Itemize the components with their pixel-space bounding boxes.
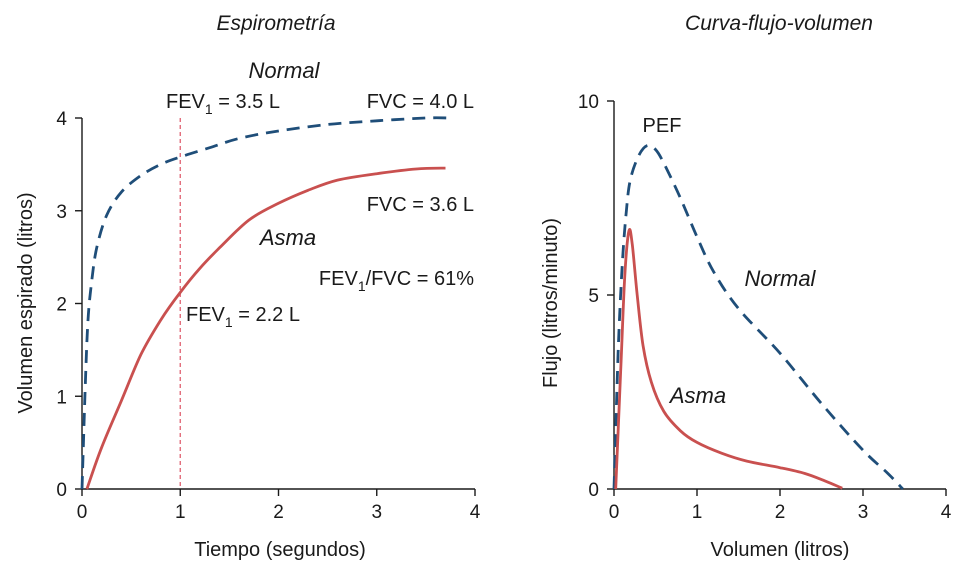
fev1-asma-annotation: FEV1 = 2.2 L: [186, 304, 300, 330]
y-axis-label: Flujo (litros/minuto): [540, 218, 562, 388]
normal-series-line: [80, 116, 451, 490]
ratio-annotation: FEV1/FVC = 61%: [319, 268, 474, 294]
x-tick-label: 4: [470, 502, 481, 523]
spirometry-chart: Espirometría 0 1 2 3 4 0 1 2 3 4 Tiempo (segundos…: [15, 12, 481, 561]
x-tick-label: 2: [775, 502, 786, 523]
y-tick-label: 5: [588, 286, 599, 307]
normal-series-label: Normal: [249, 58, 321, 83]
y-tick-label: 0: [56, 480, 67, 501]
asma-series-line: [85, 166, 446, 490]
y-tick-label: 1: [56, 387, 67, 408]
chart-title: Espirometría: [216, 12, 335, 35]
normal-series-line: [612, 143, 904, 490]
y-tick-label: 10: [578, 92, 599, 113]
fvc-normal-annotation: FVC = 4.0 L: [367, 91, 474, 113]
axes-group: 0 1 2 3 4 0 1 2 3 4: [56, 109, 480, 523]
series-group: [80, 116, 451, 490]
y-axis-label: Volumen espirado (litros): [15, 192, 37, 413]
chart-title: Curva-flujo-volumen: [685, 12, 873, 35]
x-tick-label: 1: [175, 502, 186, 523]
fev1-normal-annotation: FEV1 = 3.5 L: [166, 91, 280, 117]
x-axis-label: Tiempo (segundos): [194, 539, 366, 561]
y-tick-label: 2: [56, 295, 67, 316]
flow-volume-chart: Curva-flujo-volumen 0 1 2 3 4 0 5 10 Volumen (l…: [540, 12, 952, 561]
fvc-asma-annotation: FVC = 3.6 L: [367, 194, 474, 216]
y-tick-label: 0: [588, 480, 599, 501]
x-tick-label: 0: [609, 502, 620, 523]
y-tick-label: 3: [56, 202, 67, 223]
axes-group: 0 1 2 3 4 0 5 10: [578, 92, 952, 523]
normal-series-label: Normal: [745, 266, 817, 291]
asma-series-line: [614, 228, 843, 490]
x-axis-label: Volumen (litros): [711, 539, 850, 561]
x-tick-label: 0: [77, 502, 88, 523]
series-group: [612, 143, 904, 490]
asma-series-label: Asma: [258, 225, 316, 250]
y-tick-label: 4: [56, 109, 67, 130]
x-tick-label: 3: [858, 502, 869, 523]
x-tick-label: 1: [692, 502, 703, 523]
pef-label: PEF: [643, 115, 682, 137]
asma-series-label: Asma: [668, 383, 726, 408]
x-tick-label: 2: [273, 502, 284, 523]
x-tick-label: 4: [941, 502, 952, 523]
x-tick-label: 3: [371, 502, 382, 523]
